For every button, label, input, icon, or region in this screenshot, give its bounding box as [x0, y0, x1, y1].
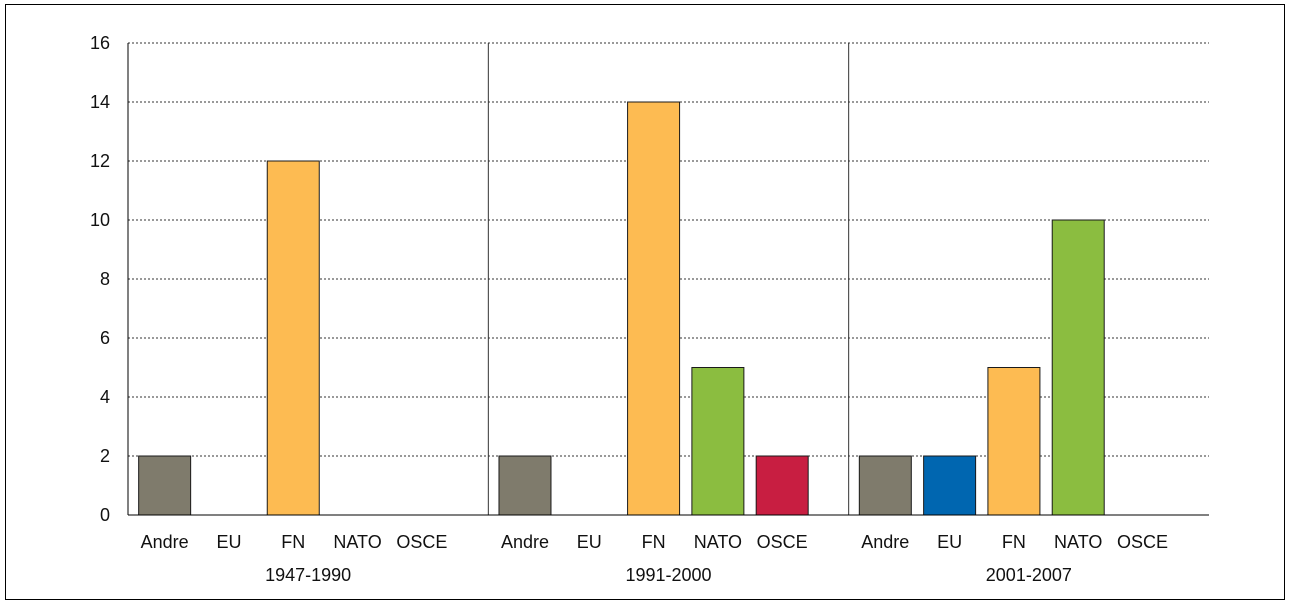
bar-eu-2001-2007: [923, 455, 977, 516]
x-category-label: OSCE: [396, 532, 447, 552]
y-tick-label: 14: [90, 92, 110, 112]
x-category-label: Andre: [861, 532, 909, 552]
x-category-label: OSCE: [1117, 532, 1168, 552]
x-category-label: FN: [1002, 532, 1026, 552]
x-category-label: FN: [642, 532, 666, 552]
y-tick-label: 16: [90, 33, 110, 53]
bar-andre-1947-1990: [138, 455, 192, 516]
bar-fn-2001-2007: [987, 367, 1041, 516]
bars: [138, 101, 1105, 516]
group-separators: [487, 43, 850, 515]
x-group-label: 1947-1990: [265, 565, 351, 585]
y-tick-label: 6: [100, 328, 110, 348]
bar-nato-2001-2007: [1051, 219, 1105, 516]
x-group-labels: 1947-1990 1991-2000 2001-2007: [265, 565, 1072, 585]
x-category-label: NATO: [694, 532, 742, 552]
grouped-bar-chart: 0 2 4 6 8 10 12 14 16 Andre EU FN NATO OSCE Andre EU FN…: [90, 33, 1209, 585]
x-category-labels: Andre EU FN NATO OSCE Andre EU FN NATO OSCE Andre E…: [141, 532, 1168, 552]
y-tick-label: 4: [100, 387, 110, 407]
y-tick-label: 12: [90, 151, 110, 171]
y-tick-label: 2: [100, 446, 110, 466]
y-tick-labels: 0 2 4 6 8 10 12 14 16: [90, 33, 110, 525]
bar-nato-1991-2000: [691, 367, 745, 516]
bar-osce-1991-2000: [755, 455, 809, 516]
x-category-label: EU: [216, 532, 241, 552]
bar-fn-1947-1990: [266, 160, 320, 516]
x-category-label: Andre: [501, 532, 549, 552]
x-category-label: NATO: [1054, 532, 1102, 552]
bar-andre-1991-2000: [498, 455, 552, 516]
bar-andre-2001-2007: [858, 455, 912, 516]
y-tick-label: 8: [100, 269, 110, 289]
axes: [127, 43, 1209, 516]
y-tick-label: 10: [90, 210, 110, 230]
chart-frame: 0 2 4 6 8 10 12 14 16 Andre EU FN NATO OSCE Andre EU FN…: [5, 4, 1285, 600]
x-category-label: OSCE: [757, 532, 808, 552]
x-category-label: FN: [281, 532, 305, 552]
x-category-label: Andre: [141, 532, 189, 552]
bar-fn-1991-2000: [627, 101, 681, 516]
x-category-label: NATO: [333, 532, 381, 552]
x-category-label: EU: [937, 532, 962, 552]
y-tick-label: 0: [100, 505, 110, 525]
x-group-label: 1991-2000: [625, 565, 711, 585]
x-category-label: EU: [577, 532, 602, 552]
x-group-label: 2001-2007: [986, 565, 1072, 585]
